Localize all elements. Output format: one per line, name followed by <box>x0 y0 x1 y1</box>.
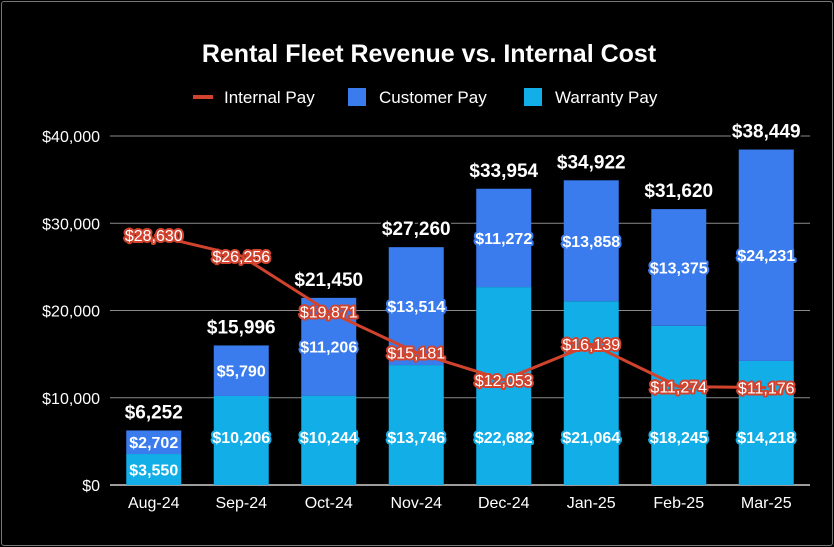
y-tick-label: $20,000 <box>42 304 100 321</box>
legend-swatch-warranty-pay <box>524 88 542 106</box>
warranty-pay-label: $3,550 <box>129 463 178 480</box>
total-label: $21,450 <box>294 270 363 291</box>
bar-warranty-pay <box>301 395 357 485</box>
bar-warranty-pay <box>738 360 794 485</box>
bar-warranty-pay <box>213 395 269 485</box>
bar-customer-pay <box>476 188 532 288</box>
y-axis: $0 $10,000 $20,000 $30,000 $40,000 <box>42 129 100 495</box>
bar-customer-pay <box>126 430 182 455</box>
x-tick-label: Nov-24 <box>390 495 442 512</box>
warranty-pay-label: $10,244 <box>300 430 358 447</box>
total-label: $6,252 <box>125 402 183 423</box>
internal-pay-label: $12,053 <box>475 373 533 390</box>
total-label: $33,954 <box>469 161 538 182</box>
internal-pay-label: $26,256 <box>212 249 270 266</box>
customer-pay-label: $13,514 <box>387 299 445 316</box>
x-tick-label: Aug-24 <box>128 495 180 512</box>
x-tick-label: Feb-25 <box>653 495 704 512</box>
chart-title: Rental Fleet Revenue vs. Internal Cost <box>202 40 657 68</box>
customer-pay-label: $13,375 <box>650 260 708 277</box>
y-tick-label: $0 <box>82 478 100 495</box>
y-tick-label: $30,000 <box>42 216 100 233</box>
internal-pay-label: $28,630 <box>125 228 183 245</box>
x-tick-label: Dec-24 <box>478 495 530 512</box>
x-tick-label: Mar-25 <box>741 495 792 512</box>
internal-pay-line-path <box>153 233 767 389</box>
bar-customer-pay <box>651 209 707 326</box>
legend-swatch-customer-pay <box>348 88 366 106</box>
legend-label: Warranty Pay <box>555 88 658 107</box>
total-label: $38,449 <box>732 122 801 143</box>
bar-warranty-pay <box>126 454 182 485</box>
bar-series <box>126 149 794 485</box>
internal-pay-label: $11,176 <box>738 380 795 397</box>
total-label: $34,922 <box>557 152 626 173</box>
bar-warranty-pay <box>476 287 532 485</box>
warranty-pay-label: $21,064 <box>562 430 620 447</box>
bar-customer-pay <box>563 180 619 302</box>
customer-pay-label: $2,702 <box>129 435 178 452</box>
customer-pay-label: $5,790 <box>217 364 266 381</box>
warranty-pay-label: $18,245 <box>650 430 708 447</box>
internal-pay-label: $19,871 <box>300 305 358 322</box>
bar-warranty-pay <box>651 325 707 485</box>
chart-legend: Internal Pay Customer Pay Warranty Pay <box>193 88 658 107</box>
bar-customer-pay <box>213 345 269 396</box>
warranty-pay-label: $22,682 <box>475 430 533 447</box>
internal-pay-label: $15,181 <box>387 346 445 363</box>
bar-customer-pay <box>301 297 357 396</box>
legend-label: Internal Pay <box>224 88 315 107</box>
x-axis: Aug-24 Sep-24 Oct-24 Nov-24 Dec-24 Jan-25 Feb-… <box>128 495 792 512</box>
internal-pay-line <box>153 233 767 389</box>
x-tick-label: Jan-25 <box>567 495 616 512</box>
bar-warranty-pay <box>388 365 444 485</box>
customer-pay-label: $11,272 <box>475 231 532 248</box>
legend-label: Customer Pay <box>379 88 487 107</box>
warranty-pay-label: $13,746 <box>387 430 445 447</box>
y-tick-label: $40,000 <box>42 129 100 146</box>
data-labels: $3,550 $2,702 $6,252 $10,206 $5,790 $15,996 $1… <box>123 120 803 482</box>
warranty-pay-label: $14,218 <box>737 430 795 447</box>
customer-pay-label: $11,206 <box>300 340 357 357</box>
x-tick-label: Sep-24 <box>215 495 267 512</box>
y-tick-label: $10,000 <box>42 391 100 408</box>
bar-warranty-pay <box>563 301 619 485</box>
customer-pay-label: $24,231 <box>737 248 795 265</box>
total-label: $15,996 <box>207 317 276 338</box>
x-tick-label: Oct-24 <box>305 495 353 512</box>
internal-pay-label: $11,274 <box>650 380 707 397</box>
total-label: $27,260 <box>382 219 451 240</box>
total-label: $31,620 <box>644 181 713 202</box>
customer-pay-label: $13,858 <box>562 234 620 251</box>
internal-pay-label: $16,139 <box>562 337 620 354</box>
warranty-pay-label: $10,206 <box>212 430 270 447</box>
bar-customer-pay <box>738 149 794 361</box>
